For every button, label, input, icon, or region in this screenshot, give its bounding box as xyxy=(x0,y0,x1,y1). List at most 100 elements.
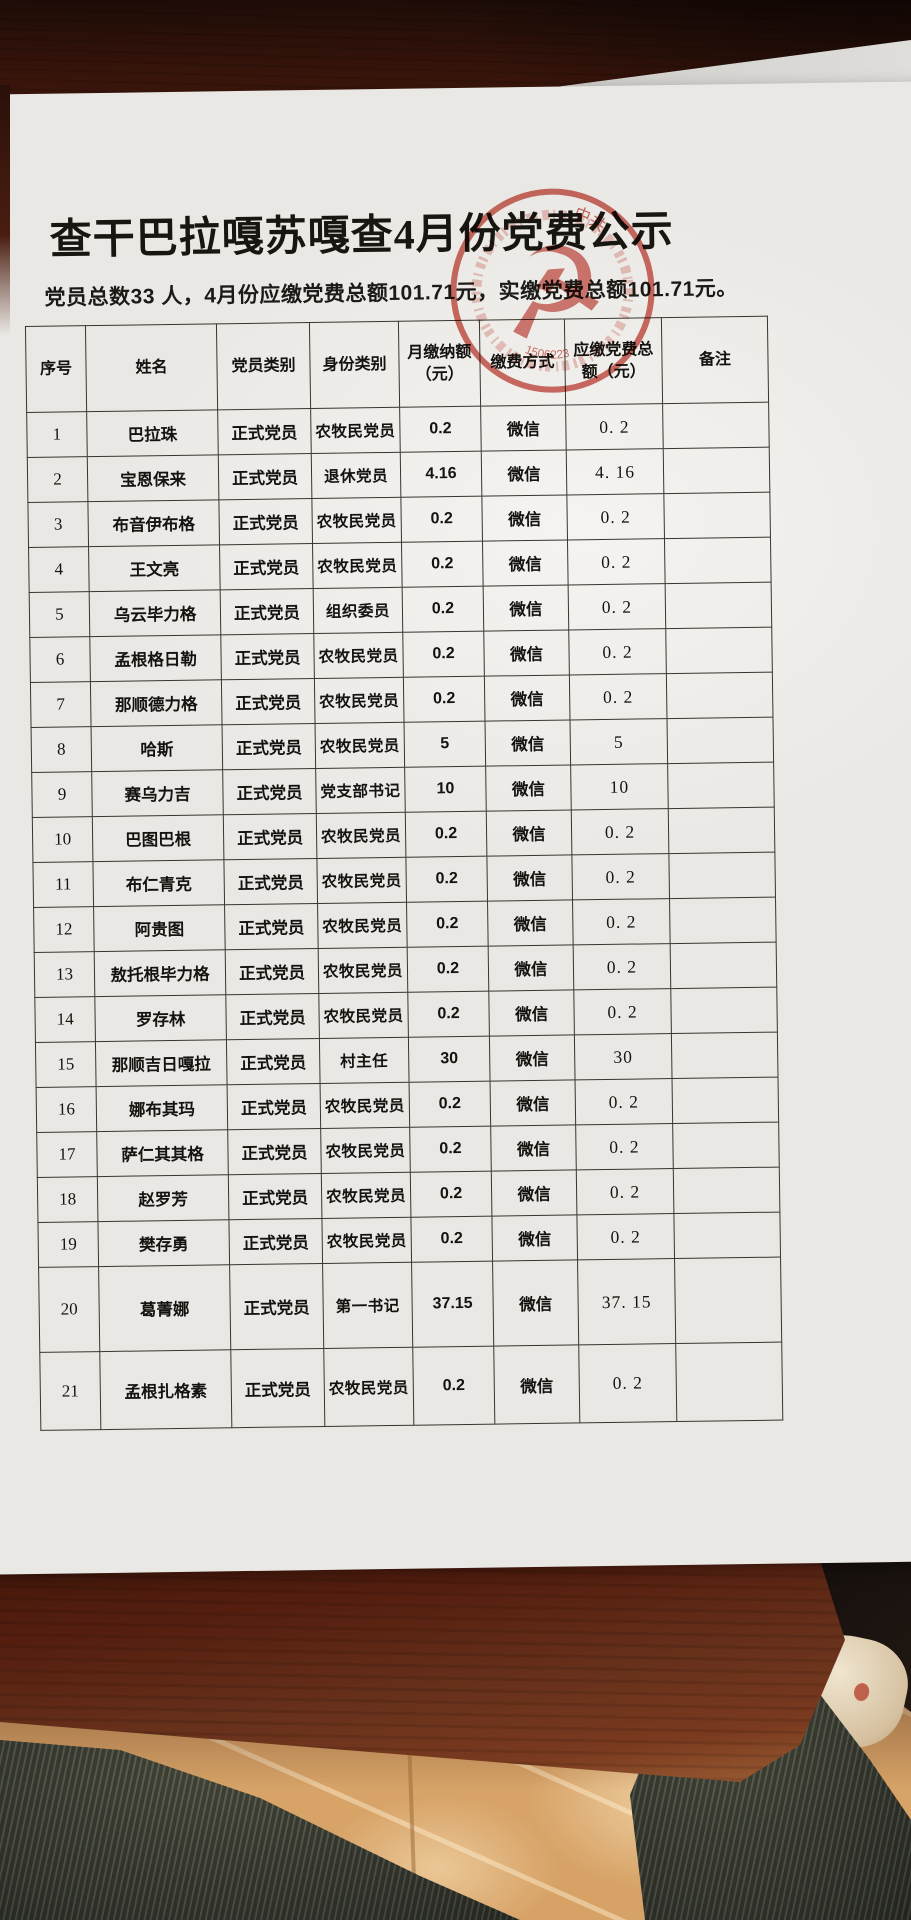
table-cell: 微信 xyxy=(480,404,567,452)
table-cell: 0. 2 xyxy=(567,538,666,585)
table-cell xyxy=(668,807,775,854)
table-cell: 正式党员 xyxy=(220,633,315,680)
table-cell: 0. 2 xyxy=(568,628,667,675)
table-cell: 农牧民党员 xyxy=(320,1082,410,1129)
table-cell: 布音伊布格 xyxy=(87,499,220,547)
table-cell xyxy=(670,942,777,989)
table-cell: 宝恩保来 xyxy=(87,454,219,502)
table-cell: 20 xyxy=(38,1266,100,1353)
hammer-sickle-icon: ☭ xyxy=(490,220,617,369)
table-cell xyxy=(675,1342,783,1422)
table-cell: 农牧民党员 xyxy=(316,857,407,904)
table-cell: 娜布其玛 xyxy=(96,1084,228,1132)
column-header: 姓名 xyxy=(85,323,218,412)
table-cell: 农牧民党员 xyxy=(318,992,409,1039)
table-cell: 正式党员 xyxy=(222,723,316,770)
table-cell xyxy=(672,1122,780,1169)
table-cell: 农牧民党员 xyxy=(321,1217,412,1264)
table-cell: 农牧民党员 xyxy=(321,1172,411,1219)
column-header: 序号 xyxy=(25,325,87,413)
table-cell: 农牧民党员 xyxy=(313,632,404,679)
table-cell: 2 xyxy=(27,456,88,503)
table-cell: 0.2 xyxy=(400,496,483,543)
table-cell: 微信 xyxy=(488,944,574,992)
table-cell xyxy=(666,717,774,764)
table-cell: 正式党员 xyxy=(222,768,317,815)
table-cell xyxy=(663,492,771,539)
table-cell xyxy=(663,447,770,494)
table-cell xyxy=(665,627,773,674)
table-cell xyxy=(674,1257,782,1344)
table-cell: 微信 xyxy=(487,899,574,947)
table-cell: 0. 2 xyxy=(573,943,671,990)
table-cell: 0.2 xyxy=(407,991,490,1038)
table-cell xyxy=(666,672,773,719)
table-cell: 正式党员 xyxy=(228,1218,323,1265)
table-cell: 农牧民党员 xyxy=(318,947,408,994)
table-cell: 微信 xyxy=(488,989,575,1037)
table-cell: 微信 xyxy=(491,1169,577,1217)
table-cell: 0.2 xyxy=(402,586,484,633)
table-cell xyxy=(673,1212,781,1259)
table-cell: 0. 2 xyxy=(575,1123,674,1170)
table-cell: 4 xyxy=(28,546,90,593)
table-cell: 微信 xyxy=(485,764,572,812)
fee-table: 序号 姓名 党员类别 身份类别 月缴纳额（元） 缴费方式 应缴党费总额（元） 备注 1 巴拉珠正… xyxy=(25,316,783,1431)
table-cell: 农牧民党员 xyxy=(323,1347,414,1427)
table-cell: 4. 16 xyxy=(566,448,664,495)
table-cell: 正式党员 xyxy=(223,858,318,905)
table-cell: 0. 2 xyxy=(575,1078,673,1125)
table-cell: 10 xyxy=(404,766,487,813)
table-cell: 0.2 xyxy=(401,541,484,588)
table-cell: 0.2 xyxy=(407,946,489,993)
table-cell: 农牧民党员 xyxy=(311,497,402,544)
table-cell: 党支部书记 xyxy=(315,767,406,814)
table-cell: 正式党员 xyxy=(227,1128,322,1175)
table-cell: 王文亮 xyxy=(88,544,221,592)
table-cell: 微信 xyxy=(491,1214,578,1262)
table-cell: 退休党员 xyxy=(311,452,401,499)
table-cell: 0.2 xyxy=(405,856,488,903)
table-cell: 正式党员 xyxy=(228,1173,322,1220)
table-cell: 3 xyxy=(27,501,89,548)
table-row: 20 葛菁娜 正式党员 第一书记 37.15 微信 37. 15 xyxy=(38,1257,782,1353)
table-cell: 0. 2 xyxy=(571,808,669,855)
table-cell: 樊存勇 xyxy=(97,1219,230,1267)
table-cell: 0. 2 xyxy=(571,853,670,900)
table-cell: 10 xyxy=(32,816,93,863)
table-cell: 0.2 xyxy=(410,1171,492,1218)
table-cell: 农牧民党员 xyxy=(317,902,408,949)
table-cell: 巴图巴根 xyxy=(92,814,224,862)
table-cell: 0.2 xyxy=(403,676,486,723)
table-cell: 微信 xyxy=(493,1344,580,1425)
table-cell: 农牧民党员 xyxy=(314,677,405,724)
table-cell: 0.2 xyxy=(409,1126,492,1173)
table-cell: 0. 2 xyxy=(576,1213,675,1260)
table-cell: 0.2 xyxy=(399,406,482,453)
table-cell: 正式党员 xyxy=(221,678,316,725)
table-cell: 正式党员 xyxy=(218,498,313,545)
table-cell: 6 xyxy=(29,636,91,683)
table-cell: 正式党员 xyxy=(225,993,320,1040)
table-cell xyxy=(669,897,777,944)
table-cell: 正式党员 xyxy=(226,1038,321,1085)
table-cell: 乌云毕力格 xyxy=(89,589,221,637)
table-cell: 0.2 xyxy=(402,631,485,678)
table-cell: 5 xyxy=(29,591,90,638)
table-cell: 农牧民党员 xyxy=(312,542,403,589)
table-cell: 正式党员 xyxy=(229,1263,324,1350)
table-cell: 微信 xyxy=(484,674,571,722)
table-cell: 正式党员 xyxy=(219,543,314,590)
table-cell: 孟根扎格素 xyxy=(99,1349,232,1430)
table-cell: 微信 xyxy=(490,1079,576,1127)
table-cell: 正式党员 xyxy=(224,903,319,950)
table-cell: 微信 xyxy=(490,1124,577,1172)
table-cell: 0.2 xyxy=(405,811,487,858)
table-body: 1 巴拉珠 正式党员 农牧民党员 0.2 微信 0. 2 2 宝恩保来 正式党员 退休党员 4.16 微… xyxy=(26,402,783,1431)
table-cell: 30 xyxy=(408,1036,491,1083)
table-cell: 赵罗芳 xyxy=(97,1174,229,1222)
table-cell: 正式党员 xyxy=(225,948,319,995)
table-cell: 21 xyxy=(39,1351,101,1431)
table-cell: 15 xyxy=(35,1041,97,1088)
